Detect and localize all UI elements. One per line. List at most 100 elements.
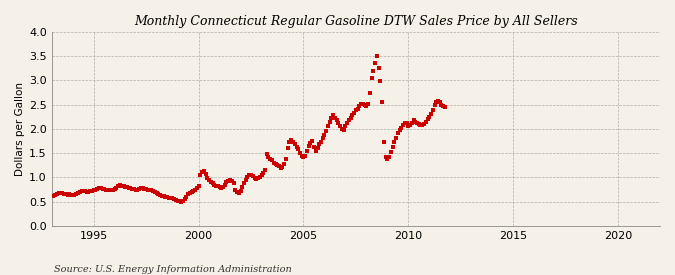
Point — [296, 153, 307, 158]
Point — [219, 183, 230, 187]
Point — [352, 106, 363, 111]
Point — [106, 188, 117, 192]
Point — [251, 177, 262, 182]
Point — [321, 129, 331, 134]
Point — [76, 189, 87, 193]
Point — [78, 189, 88, 193]
Point — [425, 112, 436, 117]
Point — [371, 54, 382, 58]
Point — [246, 173, 256, 177]
Point — [338, 128, 349, 132]
Point — [61, 192, 72, 197]
Title: Monthly Connecticut Regular Gasoline DTW Sales Price by All Sellers: Monthly Connecticut Regular Gasoline DTW… — [134, 15, 578, 28]
Point — [361, 103, 372, 108]
Point — [153, 192, 164, 197]
Point — [59, 192, 70, 196]
Point — [315, 140, 326, 145]
Point — [162, 195, 173, 199]
Point — [298, 154, 309, 159]
Point — [107, 187, 118, 192]
Point — [252, 176, 263, 181]
Point — [413, 122, 424, 126]
Point — [73, 191, 84, 195]
Point — [408, 118, 419, 122]
Point — [435, 100, 446, 104]
Point — [176, 199, 186, 204]
Point — [277, 164, 288, 169]
Point — [310, 148, 321, 153]
Point — [294, 151, 305, 155]
Point — [406, 121, 417, 125]
Point — [119, 185, 130, 189]
Point — [342, 121, 352, 125]
Point — [90, 188, 101, 192]
Point — [95, 186, 106, 190]
Point — [209, 183, 220, 187]
Point — [68, 193, 78, 197]
Point — [103, 188, 113, 193]
Point — [178, 199, 188, 203]
Point — [55, 191, 66, 195]
Point — [375, 79, 386, 84]
Point — [221, 180, 232, 185]
Point — [391, 136, 402, 140]
Point — [80, 189, 90, 194]
Point — [115, 183, 126, 187]
Point — [202, 176, 213, 181]
Point — [99, 187, 109, 191]
Point — [433, 99, 443, 103]
Point — [242, 175, 253, 180]
Point — [150, 190, 161, 194]
Point — [104, 188, 115, 193]
Point — [279, 162, 290, 166]
Point — [389, 140, 400, 145]
Point — [380, 155, 391, 159]
Point — [225, 178, 236, 182]
Point — [394, 128, 405, 132]
Point — [396, 126, 407, 130]
Point — [329, 116, 340, 120]
Point — [398, 123, 408, 127]
Point — [438, 103, 449, 108]
Point — [179, 197, 190, 201]
Point — [382, 157, 393, 161]
Point — [439, 105, 450, 109]
Point — [302, 148, 313, 153]
Point — [109, 186, 120, 191]
Point — [436, 103, 447, 107]
Point — [139, 186, 150, 191]
Point — [362, 101, 373, 106]
Point — [281, 157, 292, 161]
Point — [273, 164, 284, 169]
Point — [113, 184, 124, 188]
Point — [317, 136, 328, 140]
Point — [263, 155, 274, 159]
Point — [157, 194, 167, 198]
Point — [261, 152, 272, 156]
Point — [136, 186, 146, 190]
Point — [160, 195, 171, 199]
Point — [165, 196, 176, 200]
Point — [288, 140, 298, 145]
Point — [71, 192, 82, 197]
Point — [308, 145, 319, 150]
Point — [192, 186, 202, 190]
Point — [53, 191, 64, 196]
Point — [82, 190, 92, 194]
Point — [232, 190, 242, 194]
Point — [195, 173, 206, 178]
Point — [118, 184, 129, 188]
Point — [404, 123, 415, 127]
Point — [254, 175, 265, 180]
Point — [314, 142, 325, 147]
Point — [326, 116, 337, 120]
Point — [290, 142, 300, 147]
Point — [134, 187, 144, 191]
Point — [230, 187, 241, 192]
Point — [417, 123, 428, 127]
Point — [370, 61, 381, 66]
Point — [328, 113, 339, 117]
Point — [151, 191, 162, 195]
Point — [249, 176, 260, 181]
Point — [350, 108, 361, 113]
